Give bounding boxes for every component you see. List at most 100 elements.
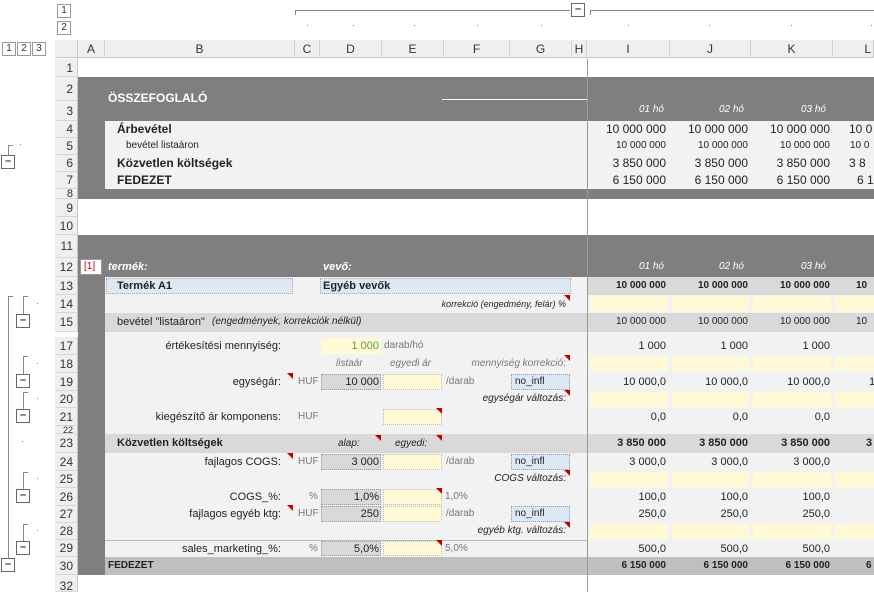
row-header-2[interactable]: 2 (55, 77, 78, 101)
row-header-21[interactable]: 21 (55, 408, 78, 426)
row-header-19[interactable]: 19 (55, 373, 78, 391)
r19-m1[interactable]: 10 000,0 (623, 376, 666, 388)
r21-m3[interactable]: 0,0 (814, 411, 830, 423)
row-collapse-button[interactable]: – (16, 409, 30, 423)
cogs-base-cell[interactable] (321, 454, 381, 470)
extra-price-input[interactable] (383, 409, 442, 425)
r29-m3[interactable]: 500,0 (802, 543, 830, 555)
r18-input-m4[interactable] (835, 356, 874, 371)
row-header-7[interactable]: 7 (55, 172, 78, 189)
row-header-20[interactable]: 20 (55, 391, 78, 408)
qty-input[interactable] (321, 338, 381, 354)
r21-m2[interactable]: 0,0 (732, 411, 748, 423)
row-header-5[interactable]: 5 (55, 138, 78, 155)
row-header-28[interactable]: 28 (55, 523, 78, 540)
r23-m4[interactable]: 3 (866, 437, 873, 449)
cogs-inflation-select[interactable] (511, 454, 570, 470)
summary-margin-m4[interactable]: 6 1 (857, 173, 874, 187)
custom-price-input[interactable] (383, 374, 442, 390)
r19-m4[interactable]: 1 (869, 376, 874, 388)
r29-m2[interactable]: 500,0 (720, 543, 748, 555)
r17-m3[interactable]: 1 000 (802, 340, 830, 352)
col-header-D[interactable]: D (320, 40, 382, 58)
r20-input-m1[interactable] (590, 392, 668, 407)
row-header-3[interactable]: 3 (55, 101, 78, 121)
r19-m2[interactable]: 10 000,0 (705, 376, 748, 388)
row-header-26[interactable]: 26 (55, 488, 78, 506)
col-header-K[interactable]: K (751, 40, 833, 58)
r15-m4[interactable]: 10 (856, 316, 868, 327)
summary-margin-m2[interactable]: 6 150 000 (694, 173, 748, 187)
summary-revenue-m2[interactable]: 10 000 000 (687, 122, 748, 136)
r24-m3[interactable]: 3 000,0 (793, 456, 830, 468)
other-cost-base-cell[interactable] (321, 506, 381, 522)
r30-m4[interactable]: 6 (866, 560, 872, 571)
row-collapse-button[interactable]: – (16, 314, 30, 328)
col-outline-level-1[interactable]: 1 (57, 4, 71, 18)
col-header-J[interactable]: J (670, 40, 751, 58)
col-header-G[interactable]: G (510, 40, 572, 58)
r23-m3[interactable]: 3 850 000 (781, 437, 830, 449)
col-header-A[interactable]: A (78, 40, 105, 58)
other-cost-inflation-select[interactable] (511, 506, 570, 522)
col-header-L[interactable]: L (833, 40, 874, 58)
r14-input-m1[interactable] (590, 296, 668, 311)
cogs-pct-custom-input[interactable] (383, 489, 442, 505)
row-header-24[interactable]: 24 (55, 453, 78, 471)
col-header-H[interactable]: H (572, 40, 587, 58)
col-header-I[interactable]: I (587, 40, 670, 58)
row-header-23[interactable]: 23 (55, 434, 78, 453)
r26-m3[interactable]: 100,0 (802, 491, 830, 503)
row-outline-level-2[interactable]: 2 (17, 42, 31, 56)
index-badge[interactable] (80, 259, 102, 275)
row-header-12[interactable]: 12 (55, 258, 78, 277)
summary-margin-m3[interactable]: 6 150 000 (776, 173, 830, 187)
r14-input-m3[interactable] (753, 296, 831, 311)
r21-m1[interactable]: 0,0 (650, 411, 666, 423)
summary-revenue-m4[interactable]: 10 0 (849, 122, 873, 136)
summary-direct-m1[interactable]: 3 850 000 (612, 156, 666, 170)
row-header-32[interactable]: 32 (55, 575, 78, 593)
r18-input-m1[interactable] (590, 356, 668, 371)
summary-direct-m2[interactable]: 3 850 000 (694, 156, 748, 170)
row-header-6[interactable]: 6 (55, 155, 78, 172)
r19-m3[interactable]: 10 000,0 (787, 376, 830, 388)
other-cost-custom-input[interactable] (383, 506, 442, 522)
r28-input-m4[interactable] (835, 524, 874, 539)
r23-m2[interactable]: 3 850 000 (699, 437, 748, 449)
summary-direct-m3[interactable]: 3 850 000 (776, 156, 830, 170)
summary-margin-m1[interactable]: 6 150 000 (612, 173, 666, 187)
row-header-30[interactable]: 30 (55, 557, 78, 575)
r17-m2[interactable]: 1 000 (720, 340, 748, 352)
r28-input-m3[interactable] (753, 524, 831, 539)
r26-m1[interactable]: 100,0 (638, 491, 666, 503)
r25-input-m2[interactable] (672, 472, 749, 487)
r18-input-m2[interactable] (672, 356, 749, 371)
row-collapse-button[interactable]: – (16, 489, 30, 503)
r13-m3[interactable]: 10 000 000 (779, 280, 830, 291)
row-header-4[interactable]: 4 (55, 121, 78, 138)
r15-m1[interactable]: 10 000 000 (615, 316, 666, 327)
sales-marketing-custom-input[interactable] (383, 541, 442, 556)
col-header-B[interactable]: B (105, 40, 295, 58)
r27-m2[interactable]: 250,0 (720, 508, 748, 520)
row-collapse-button[interactable]: – (16, 541, 30, 555)
r30-m3[interactable]: 6 150 000 (785, 560, 831, 571)
row-header-10[interactable]: 10 (55, 217, 78, 235)
col-collapse-button[interactable]: – (571, 3, 585, 17)
row-collapse-button[interactable]: – (16, 374, 30, 388)
list-price-cell[interactable] (321, 374, 381, 390)
row-header-14[interactable]: 14 (55, 295, 78, 313)
r13-m2[interactable]: 10 000 000 (697, 280, 748, 291)
summary-list-m4[interactable]: 10 0 (850, 140, 870, 151)
r27-m3[interactable]: 250,0 (802, 508, 830, 520)
r17-m1[interactable]: 1 000 (638, 340, 666, 352)
col-outline-level-2[interactable]: 2 (57, 21, 71, 35)
summary-direct-m4[interactable]: 3 8 (849, 156, 866, 170)
r28-input-m1[interactable] (590, 524, 668, 539)
r13-m1[interactable]: 10 000 000 (615, 280, 666, 291)
summary-revenue-m1[interactable]: 10 000 000 (605, 122, 666, 136)
row-outline-level-1[interactable]: 1 (2, 42, 16, 56)
r26-m2[interactable]: 100,0 (720, 491, 748, 503)
row-collapse-button[interactable]: – (1, 558, 15, 572)
